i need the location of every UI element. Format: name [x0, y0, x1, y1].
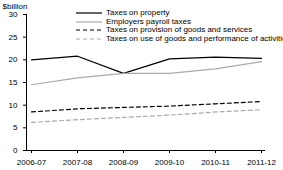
svg-text:20: 20: [9, 55, 18, 64]
svg-text:5: 5: [13, 123, 18, 132]
html-text:Taxes on provision of goods an: Taxes on provision of goods and services: [106, 25, 253, 34]
html-text:Employers payroll taxes: Employers payroll taxes: [106, 16, 191, 26]
svg-text:10: 10: [9, 101, 18, 110]
svg-text:$billion: $billion: [3, 2, 28, 11]
svg-text:2008-09: 2008-09: [109, 158, 139, 167]
html-text:Taxes on property: Taxes on property: [106, 8, 170, 17]
svg-text:2010-11: 2010-11: [201, 158, 230, 167]
svg-text:0: 0: [13, 146, 18, 155]
svg-text:2007-08: 2007-08: [63, 158, 93, 167]
svg-text:25: 25: [9, 33, 18, 42]
svg-text:30: 30: [9, 10, 18, 19]
svg-text:2006-07: 2006-07: [17, 158, 47, 167]
svg-text:2009-10: 2009-10: [155, 158, 185, 167]
svg-text:2011-12: 2011-12: [247, 158, 276, 167]
svg-text:15: 15: [9, 78, 18, 87]
